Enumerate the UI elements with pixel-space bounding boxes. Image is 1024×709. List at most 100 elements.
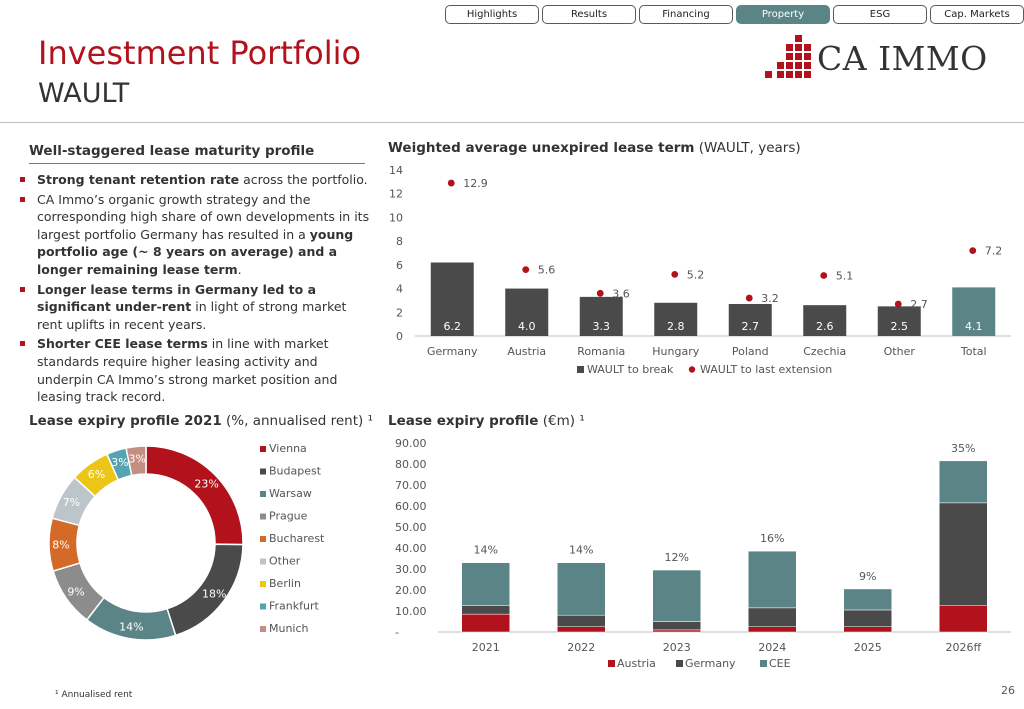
bar-value-label: 4.0 <box>518 320 536 333</box>
donut-value-label: 8% <box>52 538 69 551</box>
lease-expiry-donut-chart: 23% 18% 14% 9% 8% 7% 6% 3% 3% Vienna Budapest Warsa… <box>48 442 325 641</box>
tab-cap-markets[interactable]: Cap. Markets <box>930 5 1024 24</box>
dot-value-label: 2.7 <box>910 298 928 311</box>
bar-segment-cee <box>652 569 701 622</box>
dot-wault-extension <box>894 300 902 308</box>
bar-wault-break <box>579 296 623 336</box>
bar-value-label: 2.8 <box>667 320 685 333</box>
tab-esg[interactable]: ESG <box>833 5 927 24</box>
bullet-text: young portfolio age (~ 8 years on averag… <box>37 226 354 277</box>
dot-wault-extension <box>596 289 604 297</box>
ca-immo-logo: CA IMMO <box>765 35 988 81</box>
bar-segment-austria <box>557 626 606 633</box>
ca-immo-block-logo-icon <box>765 35 811 78</box>
page-number: 26 <box>1001 684 1015 697</box>
donut-value-label: 3% <box>111 456 128 469</box>
legend-bar-swatch <box>577 366 584 373</box>
legend-label: WAULT to last extension <box>700 363 832 376</box>
y-tick-label: 6 <box>396 259 403 272</box>
bullet-square-icon <box>20 286 25 292</box>
x-category-label: Total <box>960 345 987 358</box>
legend-swatch <box>260 446 266 452</box>
bar-top-label: 14% <box>474 544 498 557</box>
wault-chart-title: Weighted average unexpired lease term (W… <box>388 140 801 156</box>
legend-label: WAULT to break <box>587 363 674 376</box>
y-tick-label: 12 <box>389 188 403 201</box>
tab-results[interactable]: Results <box>542 5 636 24</box>
legend-label: Budapest <box>269 465 322 478</box>
bar-segment-cee <box>748 550 797 609</box>
dot-value-label: 5.2 <box>687 268 705 281</box>
bullet-item: Longer lease terms in Germany led to a s… <box>20 281 370 334</box>
legend-swatch <box>608 660 615 667</box>
bullet-list: Strong tenant retention rate across the … <box>20 171 370 408</box>
dot-value-label: 12.9 <box>463 177 488 190</box>
bar-segment-austria <box>652 629 701 633</box>
y-tick-label: 80.00 <box>395 458 427 471</box>
bullet-item: Strong tenant retention rate across the … <box>20 171 370 189</box>
donut-value-label: 7% <box>63 496 80 509</box>
bar-segment-cee <box>461 562 510 606</box>
dot-value-label: 7.2 <box>985 245 1003 258</box>
x-category-label: Poland <box>732 345 769 358</box>
tab-highlights[interactable]: Highlights <box>445 5 539 24</box>
expiry-chart-title: Lease expiry profile (€m) ¹ <box>388 413 585 429</box>
bar-segment-germany <box>652 621 701 631</box>
bar-wault-break <box>952 287 996 336</box>
bar-segment-germany <box>461 605 510 615</box>
bullet-square-icon <box>20 341 25 347</box>
tab-financing[interactable]: Financing <box>639 5 733 24</box>
dot-value-label: 3.2 <box>761 292 779 305</box>
page-subtitle: WAULT <box>38 78 130 109</box>
donut-value-label: 6% <box>88 468 105 481</box>
bar-segment-austria <box>461 613 510 633</box>
bar-segment-austria <box>843 626 892 633</box>
donut-value-label: 18% <box>202 588 226 601</box>
legend-swatch <box>260 468 266 475</box>
wault-chart: 0 2 4 6 8 10 12 14 6.2 Germany 12.9 4.0 Austria 5.6 3.… <box>389 164 1011 376</box>
dot-wault-extension <box>522 266 530 273</box>
lease-expiry-bar-chart: - 10.00 20.00 30.00 40.00 50.00 60.00 70.00 80.0… <box>395 437 1011 670</box>
legend-label: Warsaw <box>269 487 312 500</box>
legend-swatch <box>260 558 266 565</box>
bar-segment-germany <box>939 502 988 606</box>
bullet-square-icon <box>20 177 25 182</box>
y-tick-label: 4 <box>396 283 403 296</box>
x-category-label: 2026ff <box>945 641 981 654</box>
y-tick-label: 70.00 <box>395 479 427 492</box>
x-category-label: 2025 <box>854 641 882 654</box>
x-category-label: Other <box>884 345 916 358</box>
x-category-label: Romania <box>577 345 625 358</box>
tab-property[interactable]: Property <box>736 5 830 24</box>
bar-segment-germany <box>748 607 797 628</box>
legend-label: Frankfurt <box>269 600 319 613</box>
legend-label: Munich <box>269 622 309 635</box>
legend-label: Prague <box>269 510 308 523</box>
y-tick-label: 20.00 <box>395 584 427 597</box>
bar-segment-germany <box>843 609 892 627</box>
legend-swatch <box>260 626 266 632</box>
bar-value-label: 2.6 <box>816 320 834 333</box>
y-tick-label: 50.00 <box>395 521 427 534</box>
bar-segment-cee <box>843 588 892 611</box>
dot-wault-extension <box>969 247 977 255</box>
legend-dot-swatch <box>688 366 696 373</box>
dot-wault-extension <box>820 272 828 279</box>
footnote: ¹ Annualised rent <box>55 690 133 700</box>
bullet-square-icon <box>20 196 25 202</box>
bullet-item: Shorter CEE lease terms in line with mar… <box>20 335 370 405</box>
x-category-label: 2021 <box>472 641 500 654</box>
legend-swatch <box>760 660 767 667</box>
bar-top-label: 35% <box>951 442 975 455</box>
bar-wault-break <box>505 288 549 336</box>
y-tick-label: - <box>395 626 399 639</box>
legend-swatch <box>260 581 266 587</box>
donut-value-label: 14% <box>119 621 143 634</box>
dot-value-label: 3.6 <box>612 287 630 300</box>
x-category-label: Hungary <box>652 345 699 358</box>
bar-top-label: 16% <box>760 532 784 545</box>
donut-chart-title: Lease expiry profile 2021 (%, annualised… <box>29 413 373 429</box>
bar-wault-break <box>430 262 474 336</box>
header-divider <box>0 122 1024 123</box>
legend-label: Vienna <box>269 442 307 455</box>
